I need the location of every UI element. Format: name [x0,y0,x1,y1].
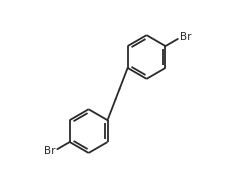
Text: Br: Br [44,146,55,156]
Text: Br: Br [180,32,192,42]
